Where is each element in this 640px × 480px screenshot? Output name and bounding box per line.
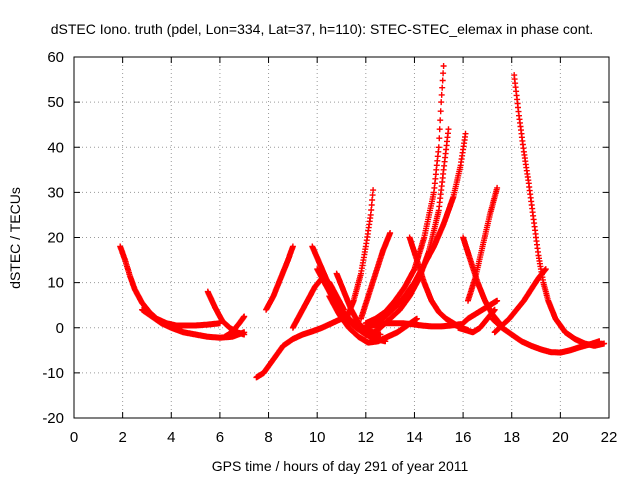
y-tick-label: 0 [56, 320, 64, 337]
series-12 [343, 187, 377, 322]
x-tick-label: 14 [406, 429, 423, 446]
series-markers [372, 130, 469, 327]
axis-ticks: 0 2 4 6 8 10 12 14 16 18 20 22 -20 -10 0 10 20 30 40 50 60 [42, 49, 617, 446]
y-tick-label: 60 [47, 49, 64, 66]
x-tick-label: 18 [503, 429, 520, 446]
series-markers [343, 187, 377, 322]
x-tick-label: 8 [264, 429, 272, 446]
series-markers [465, 184, 501, 304]
y-tick-label: 50 [47, 94, 64, 111]
x-tick-label: 4 [167, 429, 175, 446]
series-markers [221, 313, 248, 340]
y-tick-label: -20 [42, 410, 64, 427]
x-tick-label: 16 [455, 429, 472, 446]
chart-title: dSTEC Iono. truth (pdel, Lon=334, Lat=37… [51, 21, 594, 37]
series-13 [358, 230, 394, 322]
y-tick-label: 10 [47, 275, 64, 292]
x-tick-label: 20 [552, 429, 569, 446]
x-tick-label: 22 [601, 429, 618, 446]
x-tick-label: 10 [309, 429, 326, 446]
x-tick-label: 12 [357, 429, 374, 446]
series-17 [372, 130, 469, 327]
x-tick-label: 2 [118, 429, 126, 446]
series-25 [511, 72, 608, 349]
x-axis-label: GPS time / hours of day 291 of year 2011 [212, 458, 469, 474]
y-tick-label: 40 [47, 139, 64, 156]
series-20 [465, 184, 501, 304]
series-markers [358, 230, 394, 322]
series-4 [221, 313, 248, 340]
series-markers [455, 306, 498, 336]
x-tick-label: 0 [70, 429, 78, 446]
series-6 [263, 243, 296, 313]
series-22 [455, 306, 498, 336]
y-tick-label: 30 [47, 184, 64, 201]
series-markers [253, 315, 345, 381]
y-tick-label: -10 [42, 365, 64, 382]
series-markers [511, 72, 608, 349]
series-markers [263, 243, 296, 313]
series-5 [253, 315, 345, 381]
y-tick-label: 20 [47, 230, 64, 247]
y-axis-label: dSTEC / TECUs [7, 187, 23, 289]
x-tick-label: 6 [216, 429, 224, 446]
data-markers [117, 63, 608, 381]
